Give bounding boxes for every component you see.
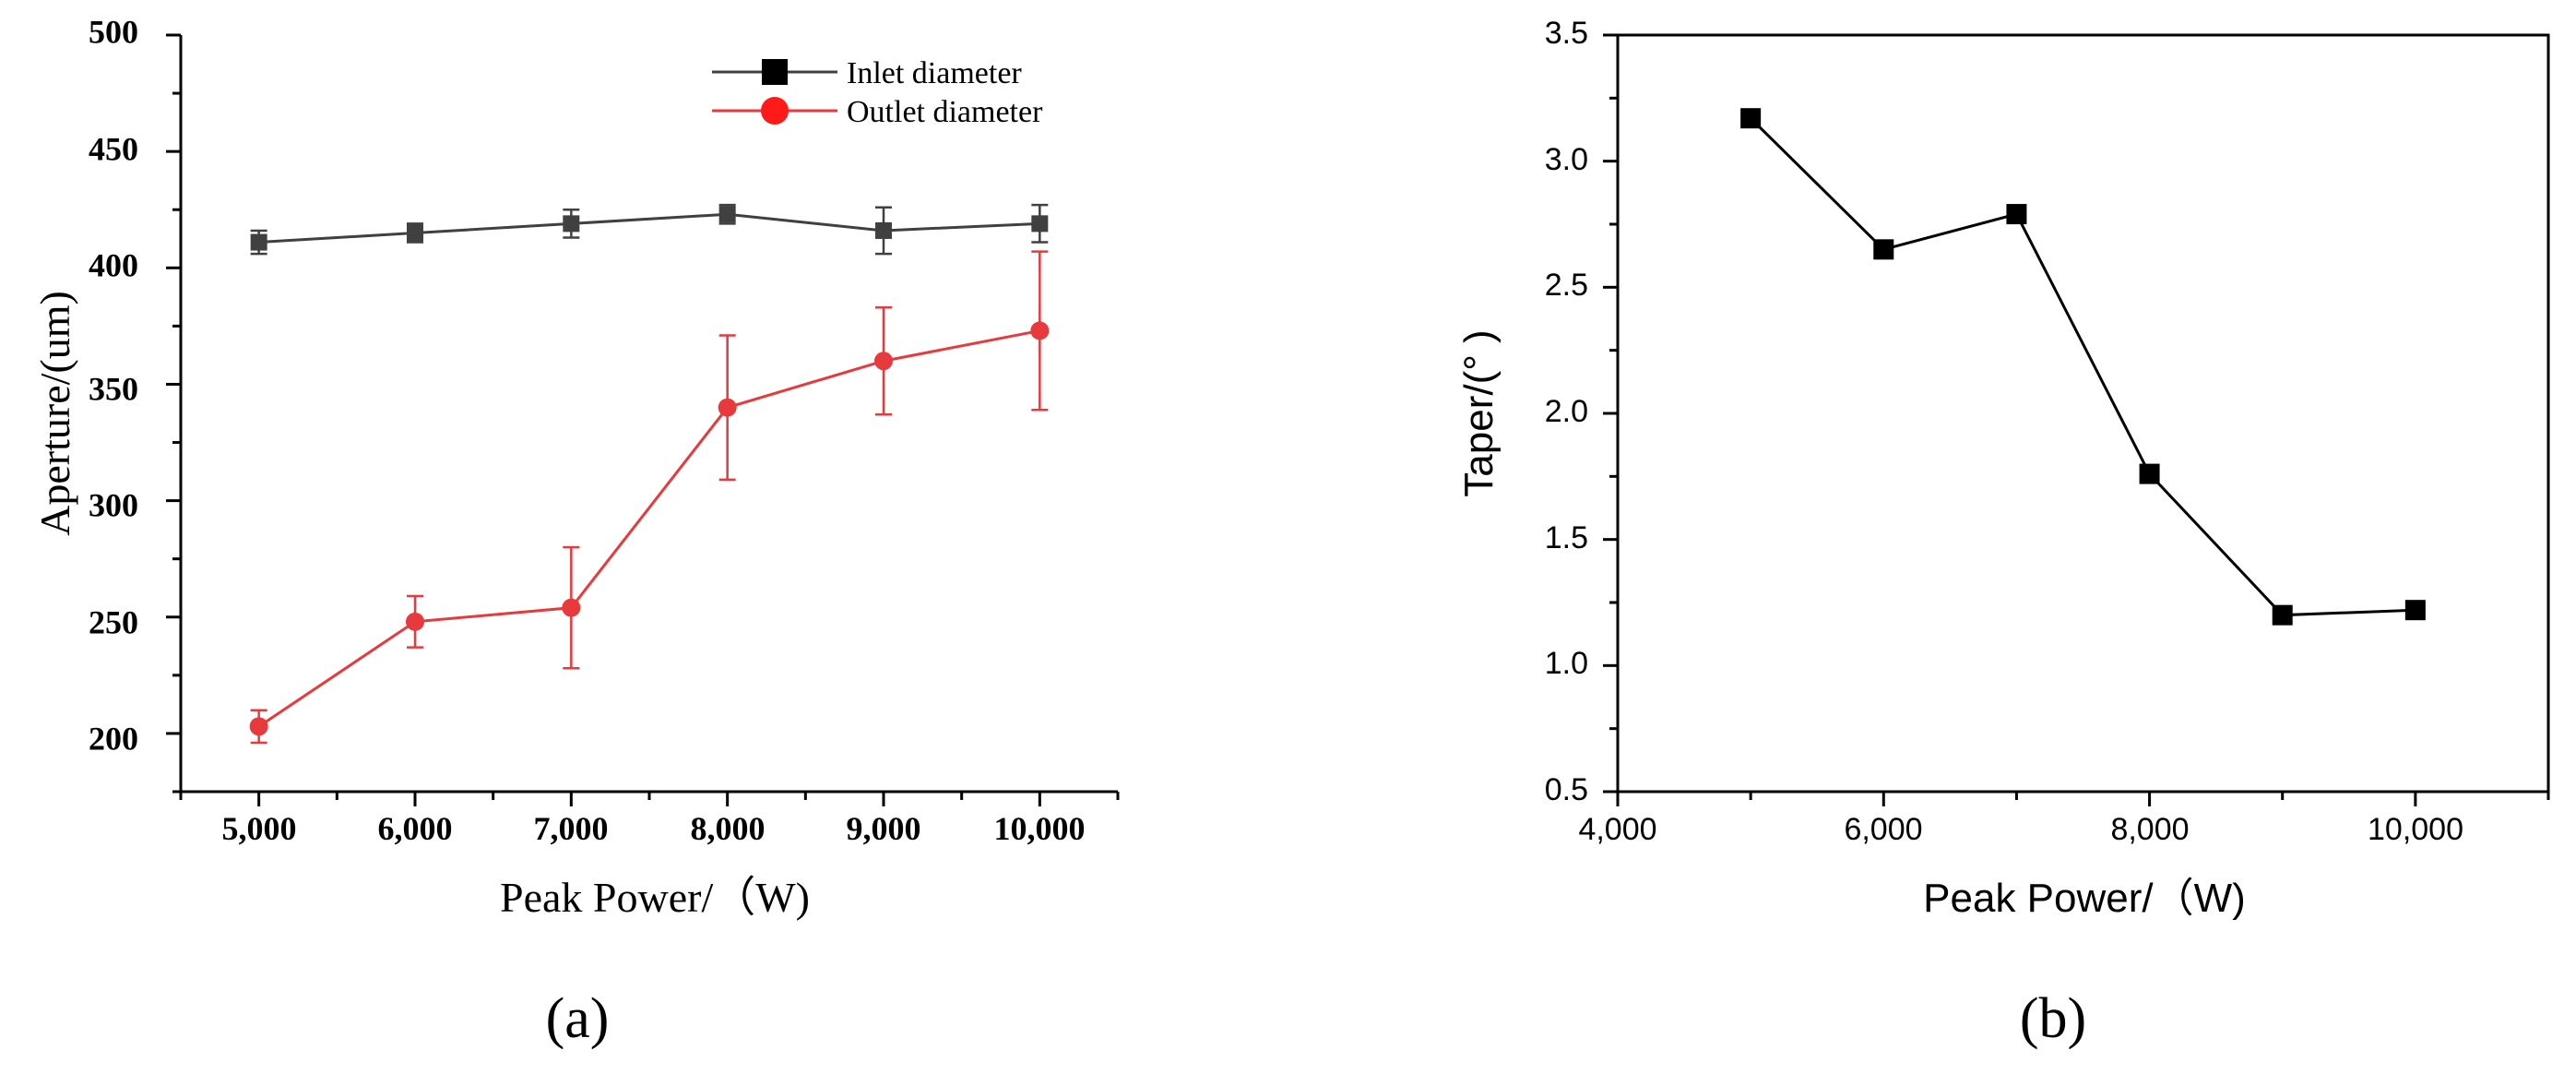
chart-b-y-tick-label: 3.0 <box>1545 142 1588 177</box>
chart-b-x-axis-title: Peak Power/（W) <box>1923 876 2246 921</box>
chart-a-y-tick-label: 250 <box>89 603 138 640</box>
chart-a-x-tick-label: 8,000 <box>691 810 766 847</box>
chart-a-y-tick-label: 400 <box>89 246 138 283</box>
chart-a-x-tick-label: 5,000 <box>222 810 297 847</box>
chart-b-x-tick-label: 8,000 <box>2110 812 2189 847</box>
data-point-taper <box>2006 204 2027 225</box>
chart-a-x-tick-label: 7,000 <box>534 810 609 847</box>
chart-a-x-tick-label: 6,000 <box>378 810 453 847</box>
legend-inlet-label: Inlet diameter <box>847 56 1022 90</box>
data-point-inlet <box>250 233 267 251</box>
data-point-inlet <box>563 215 580 233</box>
chart-b-y-axis-title: Taper/(° ) <box>1456 329 1502 496</box>
chart-a-panel-label: (a) <box>546 987 610 1050</box>
data-point-inlet <box>1031 215 1049 233</box>
chart-a-x-tick-label: 10,000 <box>994 810 1086 847</box>
chart-a-y-tick-label: 500 <box>89 13 138 50</box>
chart-a-series-layer <box>249 203 1050 745</box>
chart-b-y-tick-label: 0.5 <box>1545 772 1588 807</box>
data-point-outlet <box>874 352 893 371</box>
data-point-inlet <box>407 224 423 242</box>
chart-a-x-axis-title: Peak Power/（W) <box>500 874 810 921</box>
chart-b-y-tick-label: 2.0 <box>1545 394 1588 429</box>
chart-a-y-tick-label: 200 <box>89 720 138 757</box>
chart-b-y-tick-label: 3.5 <box>1545 16 1588 51</box>
chart-b-axis-frame <box>1616 33 2550 794</box>
chart-b-y-tick-label: 2.5 <box>1545 268 1588 303</box>
chart-b-ticks <box>1603 33 2550 806</box>
legend-outlet-label: Outlet diameter <box>847 95 1043 129</box>
series-line-outlet <box>257 328 1040 728</box>
data-point-outlet <box>406 612 424 631</box>
chart-a-ticks <box>166 33 1120 806</box>
chart-a-y-tick-label: 350 <box>89 370 138 407</box>
chart-a-legend: Inlet diameter Outlet diameter <box>712 56 1043 129</box>
data-point-inlet <box>875 221 892 239</box>
chart-b-x-tick-label: 10,000 <box>2368 812 2463 847</box>
legend-outlet-circle-marker <box>761 97 789 125</box>
chart-a: 200 250 300 350 400 450 500 5,000 6,000 … <box>31 13 1120 1050</box>
legend-inlet-square-marker <box>762 59 788 85</box>
data-point-inlet <box>718 206 736 223</box>
chart-a-y-axis-title: Aperture/(um) <box>31 291 78 536</box>
chart-a-x-tick-label: 9,000 <box>847 810 921 847</box>
data-point-taper <box>2404 600 2426 621</box>
data-point-outlet <box>718 398 737 417</box>
data-point-taper <box>1740 108 1762 129</box>
data-point-outlet <box>1030 321 1050 340</box>
series-line-taper <box>1750 117 2416 617</box>
chart-b-y-tick-label: 1.5 <box>1545 520 1588 555</box>
series-line-inlet <box>258 212 1040 245</box>
data-point-taper <box>2272 604 2293 626</box>
chart-b-x-tick-label: 6,000 <box>1844 812 1922 847</box>
chart-b-y-tick-label: 1.0 <box>1545 646 1588 681</box>
data-point-outlet <box>249 717 268 736</box>
data-point-taper <box>1873 239 1894 260</box>
chart-b: 0.5 1.0 1.5 2.0 2.5 3.0 3.5 4,000 6,000 … <box>1456 16 2550 1050</box>
data-point-outlet <box>562 598 581 617</box>
chart-a-y-tick-label: 300 <box>89 486 138 523</box>
chart-b-x-tick-label: 4,000 <box>1578 812 1656 847</box>
data-point-taper <box>2139 463 2160 484</box>
chart-a-y-tick-label: 450 <box>89 130 138 167</box>
chart-a-axis-frame <box>179 35 1118 794</box>
chart-b-panel-label: (b) <box>2020 987 2086 1050</box>
chart-b-series-layer <box>1740 108 2426 626</box>
